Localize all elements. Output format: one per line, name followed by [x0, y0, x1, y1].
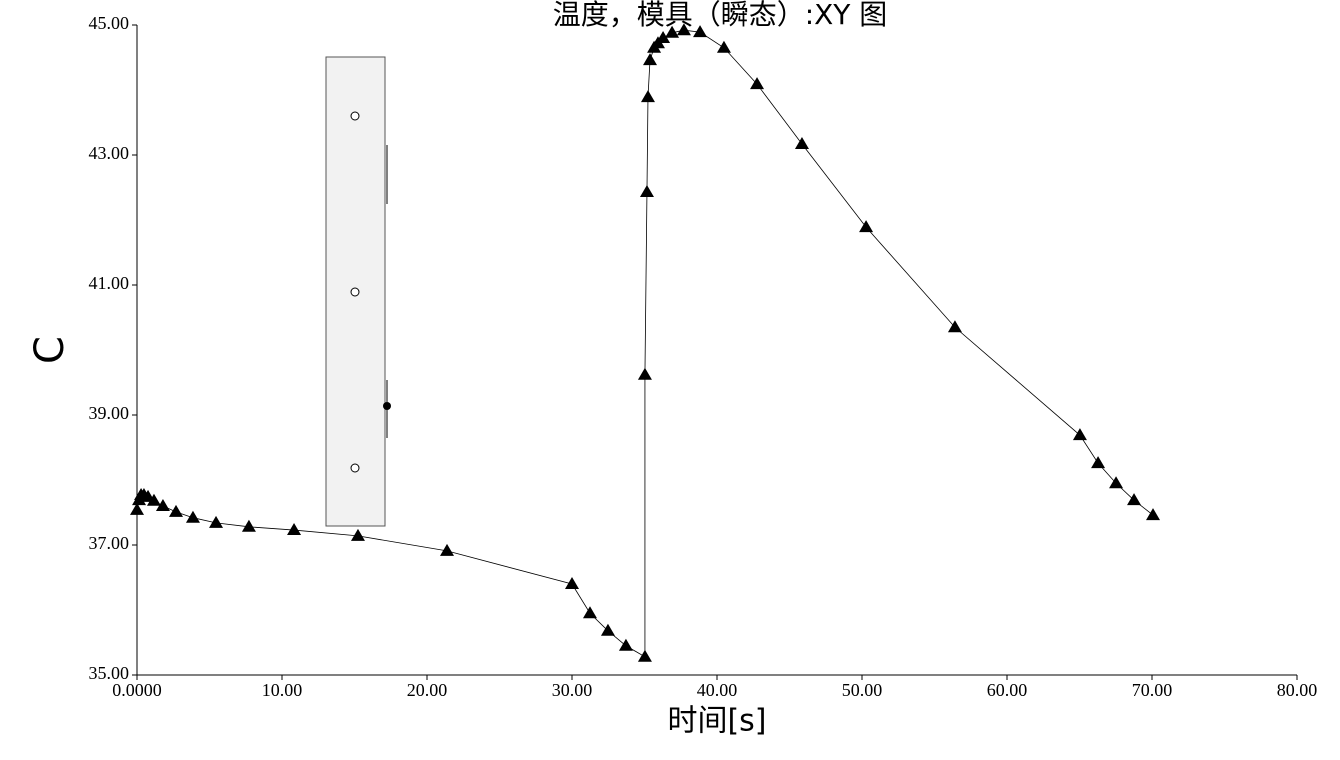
x-tick-label: 30.00 [552, 680, 593, 700]
data-point [582, 606, 597, 619]
data-point [287, 523, 302, 536]
data-point [656, 31, 671, 43]
y-tick-label: 39.00 [89, 403, 130, 423]
data-point [637, 367, 652, 380]
data-point [1109, 476, 1124, 489]
legend-handle [383, 402, 391, 410]
y-tick-label: 43.00 [89, 143, 130, 163]
x-tick-label: 20.00 [407, 680, 448, 700]
y-tick-label: 35.00 [89, 663, 130, 683]
data-point [600, 623, 615, 636]
data-point [794, 136, 809, 149]
data-point [643, 53, 658, 66]
data-point [185, 510, 200, 523]
x-tick-label: 60.00 [987, 680, 1028, 700]
series-line [136, 29, 1154, 658]
data-point [637, 649, 652, 662]
data-point [1091, 456, 1106, 469]
data-point [350, 528, 365, 541]
data-point [716, 40, 731, 53]
y-tick-label: 37.00 [89, 533, 130, 553]
data-point [750, 77, 765, 90]
data-point [440, 543, 455, 556]
chart-title: 温度，模具（瞬态）:XY 图 [553, 0, 888, 31]
y-tick-label: 41.00 [89, 273, 130, 293]
data-point [155, 499, 170, 511]
data-point [169, 504, 184, 517]
data-point [618, 638, 633, 651]
legend-symbol [350, 463, 360, 473]
data-point [130, 502, 144, 515]
data-point [146, 493, 161, 506]
x-tick-label: 70.00 [1132, 680, 1173, 700]
x-tick-label: 50.00 [842, 680, 883, 700]
y-axis-label: C [27, 336, 73, 364]
legend-symbol [350, 287, 360, 297]
data-point [1146, 508, 1161, 521]
data-point [676, 23, 691, 36]
x-tick-label: 80.00 [1277, 680, 1318, 700]
data-point [209, 515, 224, 528]
x-tick-label: 10.00 [262, 680, 303, 700]
data-point [859, 220, 874, 233]
data-point [1072, 428, 1087, 441]
data-point [241, 519, 256, 532]
data-point [665, 25, 680, 38]
data-point [1127, 493, 1142, 506]
data-point [693, 25, 708, 38]
x-tick-label: 40.00 [697, 680, 738, 700]
y-tick-label: 45.00 [89, 13, 130, 33]
x-tick-label: 0.0000 [112, 680, 162, 700]
data-point [565, 577, 579, 589]
legend-symbol [350, 111, 360, 121]
x-axis-label: 时间[s] [667, 704, 766, 739]
data-point [640, 90, 655, 103]
data-point [639, 185, 654, 198]
legend-box [325, 56, 391, 527]
data-point [947, 320, 962, 333]
